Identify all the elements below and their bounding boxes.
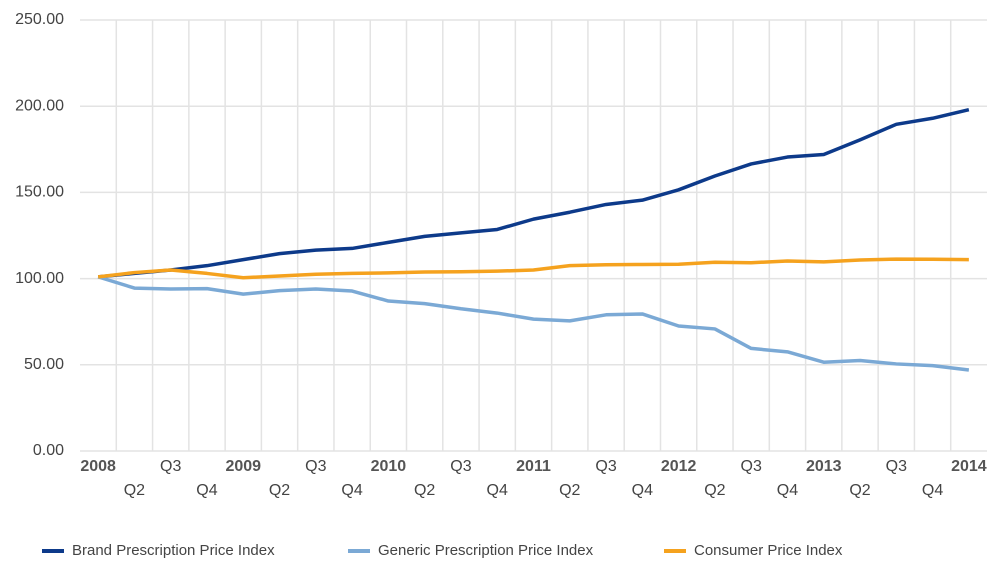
x-tick-label: Q2 <box>704 482 725 499</box>
legend-label: Consumer Price Index <box>694 542 843 559</box>
x-tick-label: Q2 <box>849 482 870 499</box>
y-tick-label: 150.00 <box>15 184 64 201</box>
x-tick-label: Q4 <box>341 482 362 499</box>
line-series <box>97 275 970 372</box>
y-tick-label: 50.00 <box>24 356 64 373</box>
x-tick-label: Q3 <box>450 458 471 475</box>
y-tick-label: 250.00 <box>15 11 64 28</box>
x-tick-label: Q2 <box>269 482 290 499</box>
x-tick-label: 2009 <box>225 458 261 475</box>
y-tick-label: 100.00 <box>15 270 64 287</box>
x-tick-label: Q3 <box>305 458 326 475</box>
x-tick-label: 2014 <box>951 458 987 475</box>
line-series <box>97 257 969 280</box>
x-tick-label: Q2 <box>414 482 435 499</box>
x-tick-label: Q3 <box>886 458 907 475</box>
x-tick-label: Q3 <box>595 458 616 475</box>
y-tick-label: 200.00 <box>15 97 64 114</box>
x-tick-label: Q4 <box>777 482 798 499</box>
x-tick-label: 2012 <box>661 458 697 475</box>
x-tick-label: 2013 <box>806 458 842 475</box>
x-tick-label: Q2 <box>559 482 580 499</box>
x-tick-label: Q4 <box>922 482 943 499</box>
legend-label: Brand Prescription Price Index <box>72 542 275 559</box>
x-tick-label: Q3 <box>160 458 181 475</box>
y-tick-label: 0.00 <box>33 442 64 459</box>
x-tick-label: 2008 <box>80 458 116 475</box>
line-series <box>97 107 970 279</box>
x-tick-label: Q2 <box>124 482 145 499</box>
x-tick-label: Q3 <box>741 458 762 475</box>
legend-label: Generic Prescription Price Index <box>378 542 594 559</box>
x-tick-label: Q4 <box>632 482 653 499</box>
x-tick-label: Q4 <box>487 482 508 499</box>
x-tick-label: 2011 <box>516 458 551 475</box>
x-tick-label: Q4 <box>196 482 217 499</box>
x-tick-label: 2010 <box>371 458 407 475</box>
